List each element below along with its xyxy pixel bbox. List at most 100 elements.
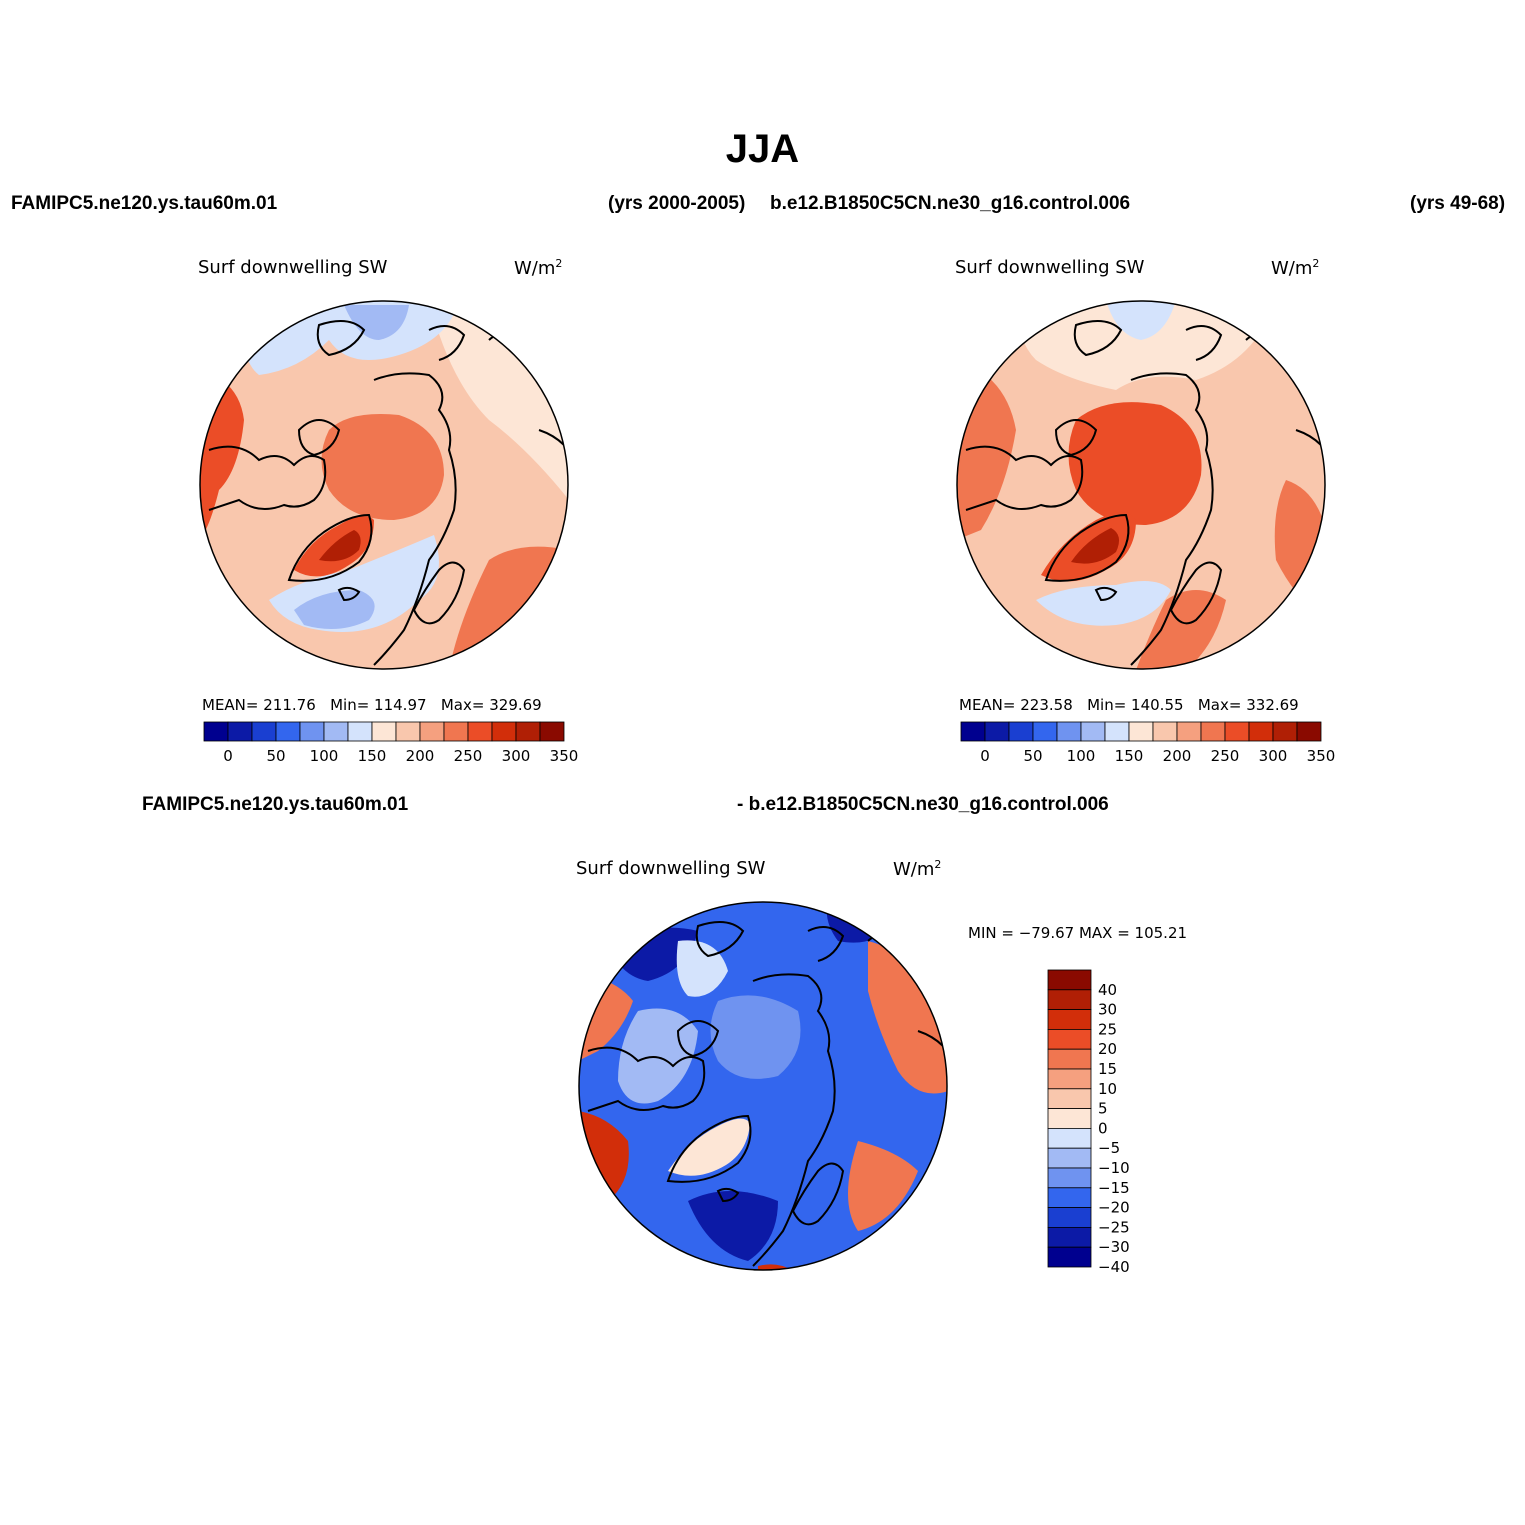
panel1-min-label: Min= (330, 696, 370, 714)
panel3-colorbar-box (1047, 969, 1092, 991)
panel2-colorbar-box (1032, 721, 1058, 742)
panel1-colorbar-tick-label: 250 (454, 747, 483, 765)
panel1-field-cold-atlantic (294, 590, 375, 629)
panel2-stats: MEAN= 223.58 Min= 140.55 Max= 332.69 (959, 696, 1299, 714)
panel2-field-peak-greenland (1071, 528, 1120, 564)
panel2-colorbar-box (1056, 721, 1082, 742)
panel3-field-deep-ne (826, 902, 898, 943)
panel1-colorbar-box (323, 721, 349, 742)
panel3-colorbar-box (1047, 1108, 1092, 1129)
diff-case-b-label: - b.e12.B1850C5CN.ne30_g16.control.006 (737, 794, 1109, 815)
panel2-colorbar-box (1128, 721, 1154, 742)
panel1-colorbar-box (347, 721, 373, 742)
panel2-variable-label: Surf downwelling SW (955, 257, 1145, 278)
panel2-colorbar-box (1080, 721, 1106, 742)
panel2-max-label: Max= (1197, 696, 1242, 714)
page-title: JJA (725, 127, 800, 171)
panel3-units-label: W/m2 (893, 858, 941, 880)
panel1-colorbar-tick-label: 0 (223, 747, 233, 765)
panel2-colorbar-tick-label: 200 (1163, 747, 1192, 765)
panel2-colorbar-tick-label: 50 (1023, 747, 1042, 765)
panel3-polar-map (578, 901, 948, 1271)
panel1-colorbar-box (515, 721, 541, 742)
panel2-colorbar-box (1152, 721, 1178, 742)
panel3-colorbar-box (1047, 1029, 1092, 1050)
panel1-units-label: W/m2 (514, 257, 562, 279)
panel3-colorbar-box (1047, 1226, 1092, 1248)
panel3-map-border (578, 901, 948, 1271)
panel1-max-label: Max= (440, 696, 485, 714)
panel1-units-exp: 2 (555, 257, 563, 270)
panel1-colorbar-box (539, 721, 565, 742)
panel1-mean-value: 211.76 (263, 696, 316, 714)
panel2-mean-value: 223.58 (1020, 696, 1073, 714)
panel3-variable-label: Surf downwelling SW (576, 858, 766, 879)
panel3-units-exp: 2 (934, 858, 942, 871)
panel1-min-value: 114.97 (374, 696, 427, 714)
panel1-colorbar-box (491, 721, 517, 742)
panel1-stats: MEAN= 211.76 Min= 114.97 Max= 329.69 (202, 696, 542, 714)
panel2-colorbar-tick-label: 100 (1067, 747, 1096, 765)
panel2-colorbar-box (984, 721, 1010, 742)
panel3-colorbar-tick-label: −15 (1098, 1179, 1130, 1197)
panel3-colorbar-box (1047, 1127, 1092, 1149)
panel3-colorbar-tick-label: 10 (1098, 1080, 1117, 1098)
panel3-minmax-text: MIN = −79.67 MAX = 105.21 (968, 924, 1188, 942)
panel2-units-label: W/m2 (1271, 257, 1319, 279)
panel2-colorbar-tick-label: 350 (1307, 747, 1336, 765)
panel2-colorbar-box (960, 721, 986, 742)
panel2-min-label: Min= (1087, 696, 1127, 714)
panel1-field-peak-greenland (319, 530, 361, 562)
panel3-colorbar-box (1047, 1246, 1092, 1268)
panel1-colorbar-tick-label: 150 (358, 747, 387, 765)
panel3-colorbar-tick-label: 15 (1098, 1060, 1117, 1078)
panel2-colorbar-box (1008, 721, 1034, 742)
panel3-colorbar-box (1047, 1048, 1092, 1070)
panel1-colorbar-tick-label: 300 (502, 747, 531, 765)
panel3-colorbar-box (1047, 989, 1092, 1010)
panel3-coastlines (587, 921, 944, 1267)
panel2-units-exp: 2 (1312, 257, 1320, 270)
top-left-case-label: FAMIPC5.ne120.ys.tau60m.01 (11, 193, 278, 214)
panel2-colorbar-box (1104, 721, 1130, 742)
panel3-colorbar-tick-label: 5 (1098, 1100, 1108, 1118)
panel3-colorbar-box (1047, 1187, 1092, 1209)
panel2-colorbar: 0 50 100 150 200 250 300 350 (960, 721, 1335, 765)
diff-case-a-label: FAMIPC5.ne120.ys.tau60m.01 (142, 794, 409, 815)
panel1-colorbar-tick-label: 50 (266, 747, 285, 765)
panel2-colorbar-tick-label: 0 (980, 747, 990, 765)
panel3-colorbar-box (1047, 1068, 1092, 1090)
panel3-colorbar-box (1047, 1088, 1092, 1110)
panel2-colorbar-tick-label: 150 (1115, 747, 1144, 765)
panel3-colorbar-tick-label: −25 (1098, 1218, 1130, 1236)
panel3-field-mid-arctic (710, 995, 801, 1079)
panel1-colorbar-box (443, 721, 469, 742)
panel3-colorbar-tick-label: 30 (1098, 1001, 1117, 1019)
panel3-colorbar-tick-label: 20 (1098, 1040, 1117, 1058)
panel1-colorbar-box (371, 721, 397, 742)
panel3-field-blush-greenland (668, 1118, 750, 1176)
panel3-colorbar-box (1047, 1147, 1092, 1169)
panel2-field-cool-atlantic (1036, 581, 1171, 626)
top-right-case-label: b.e12.B1850C5CN.ne30_g16.control.006 (770, 193, 1131, 214)
panel2-colorbar-box (1224, 721, 1250, 742)
panel3-colorbar-tick-label: −10 (1098, 1159, 1130, 1177)
panel3-units-base: W/m (893, 859, 935, 880)
panel3-colorbar-tick-label: −40 (1098, 1258, 1130, 1276)
panel1-colorbar-box (251, 721, 277, 742)
panel1-colorbar-box (227, 721, 253, 742)
panel1-colorbar-box (395, 721, 421, 742)
panel1-mean-label: MEAN= (202, 696, 259, 714)
panel2-colorbar-box (1296, 721, 1322, 742)
panel1-colorbar-box (419, 721, 445, 742)
panel2-coastlines (965, 320, 1322, 666)
panel2-units-base: W/m (1271, 258, 1313, 279)
panel2-colorbar-tick-label: 250 (1211, 747, 1240, 765)
panel1-colorbar-box (299, 721, 325, 742)
panel1-coastlines (208, 320, 565, 666)
panel2-colorbar-tick-label: 300 (1259, 747, 1288, 765)
panel2-max-value: 332.69 (1246, 696, 1299, 714)
panel2-field-cool-north (1106, 301, 1176, 340)
panel3-colorbar-tick-label: 40 (1098, 981, 1117, 999)
